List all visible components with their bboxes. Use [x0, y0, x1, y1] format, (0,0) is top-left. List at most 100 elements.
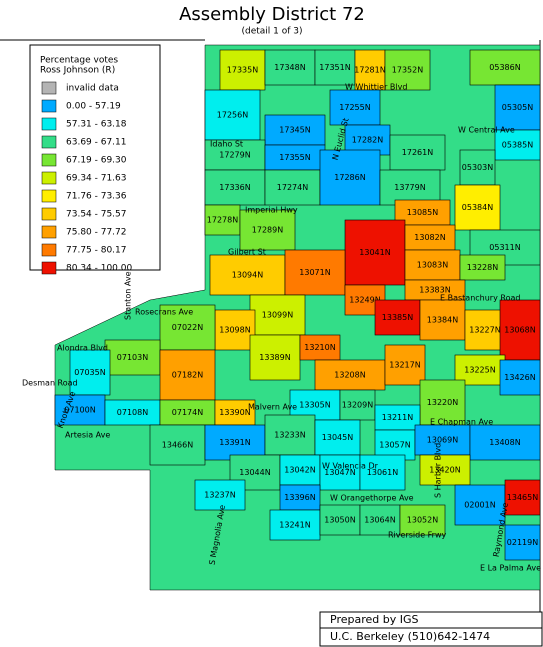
precinct: [299, 334, 341, 361]
precincts: 17335N 17348N 17351N 17281N 17352N 05386N 1725…: [54, 49, 541, 561]
precinct-label: 13420N: [429, 466, 460, 475]
street-label: Malvern Ave: [248, 403, 297, 412]
precinct-label: 13305N: [299, 401, 330, 410]
precinct-label: 13233N: [274, 431, 305, 440]
precinct-label: 07182N: [172, 371, 203, 380]
precinct-label: 17256N: [217, 111, 248, 120]
precinct-label: 02119N: [507, 538, 538, 547]
precinct: [384, 49, 431, 91]
precinct-label: 17345N: [279, 126, 310, 135]
precinct: [359, 504, 401, 536]
precinct-label: 13083N: [417, 261, 448, 270]
precinct-label: 07108N: [117, 408, 148, 417]
precinct-label: 13237N: [204, 491, 235, 500]
precinct: [264, 169, 321, 206]
legend-label: 80.34 - 100.00: [66, 264, 132, 274]
precinct-label: 13069N: [427, 436, 458, 445]
precinct: [469, 49, 541, 86]
precinct: [204, 139, 266, 171]
street-label: S Harbor Blvd: [434, 443, 443, 498]
precinct: [159, 349, 216, 401]
precinct: [494, 84, 541, 131]
precinct-label: 13396N: [284, 493, 315, 502]
precinct-label: 13241N: [279, 521, 310, 530]
precinct-label: 13249N: [349, 296, 380, 305]
precinct-label: 17281N: [354, 66, 385, 75]
precinct-label: 07035N: [74, 368, 105, 377]
precinct-label: 07022N: [172, 323, 203, 332]
precinct-label: 13385N: [382, 313, 413, 322]
precinct-label: 13044N: [239, 468, 270, 477]
precinct-label: 13064N: [364, 516, 395, 525]
precinct-label: 13220N: [427, 398, 458, 407]
legend-title: Percentage votes: [40, 56, 118, 66]
street-label: E Bastanchury Road: [440, 294, 520, 303]
precinct: [319, 454, 361, 491]
street-label: W Whittier Blvd: [345, 83, 407, 92]
precinct-label: 07103N: [117, 353, 148, 362]
legend-swatch: [41, 81, 57, 95]
legend-label: 69.34 - 71.63: [66, 174, 127, 184]
precinct: [494, 129, 541, 161]
legend-swatch: [41, 207, 57, 221]
precinct-label: 13047N: [324, 468, 355, 477]
street-label: Desman Road: [22, 379, 78, 388]
precinct-label: 17351N: [319, 63, 350, 72]
precinct-label: 13208N: [334, 371, 365, 380]
precinct-label: 17255N: [339, 103, 370, 112]
precinct-label: 17335N: [227, 66, 258, 75]
street-label: Rosecrans Ave: [135, 308, 193, 317]
precinct-label: 13211N: [382, 413, 413, 422]
precinct: [464, 309, 506, 351]
precinct-label: 13050N: [324, 516, 355, 525]
precinct: [249, 334, 301, 381]
precinct: [314, 49, 356, 86]
precinct-label: 17274N: [277, 183, 308, 192]
street-label: Gilbert St: [228, 248, 266, 257]
legend-label: 75.80 - 77.72: [66, 228, 127, 238]
precinct: [499, 359, 541, 396]
precinct: [239, 209, 296, 251]
precinct: [454, 184, 501, 231]
precinct-label: 13383N: [419, 286, 450, 295]
precinct-label: 13099N: [262, 311, 293, 320]
precinct-label: 17261N: [402, 148, 433, 157]
legend-swatch: [41, 117, 57, 131]
street-label: Idaho St: [210, 140, 243, 149]
precinct-label: 17352N: [392, 66, 423, 75]
legend-title: Ross Johnson (R): [40, 66, 115, 76]
precinct: [279, 484, 321, 511]
precinct: [104, 399, 161, 426]
precinct: [414, 424, 471, 456]
precinct: [204, 204, 241, 236]
precinct: [269, 509, 321, 541]
precinct: [374, 299, 421, 336]
precinct-label: 07174N: [172, 408, 203, 417]
precinct: [69, 349, 111, 396]
precinct: [454, 484, 506, 526]
precinct: [389, 134, 446, 171]
precinct-label: 13094N: [232, 271, 263, 280]
street-label: W Central Ave: [458, 126, 515, 135]
legend-swatch: [41, 225, 57, 239]
precinct: [404, 224, 456, 251]
precinct-label: 17282N: [352, 136, 383, 145]
precinct-label: 13045N: [322, 433, 353, 442]
precinct: [459, 149, 496, 186]
precinct: [314, 359, 386, 391]
precinct: [394, 199, 451, 226]
precinct: [329, 89, 381, 126]
street-label: Imperial Hwy: [245, 206, 298, 215]
precinct-label: 05385N: [502, 141, 533, 150]
precinct-label: 02001N: [464, 501, 495, 510]
precinct-label: 17278N: [207, 216, 238, 225]
footer-box: [319, 611, 543, 647]
precinct-label: 17286N: [334, 173, 365, 182]
legend-label: 77.75 - 80.17: [66, 246, 127, 256]
precinct-label: 13426N: [504, 373, 535, 382]
precinct: [504, 524, 541, 561]
precinct-label: 13384N: [427, 316, 458, 325]
precinct-label: 13210N: [304, 343, 335, 352]
precinct-label: 13408N: [489, 438, 520, 447]
